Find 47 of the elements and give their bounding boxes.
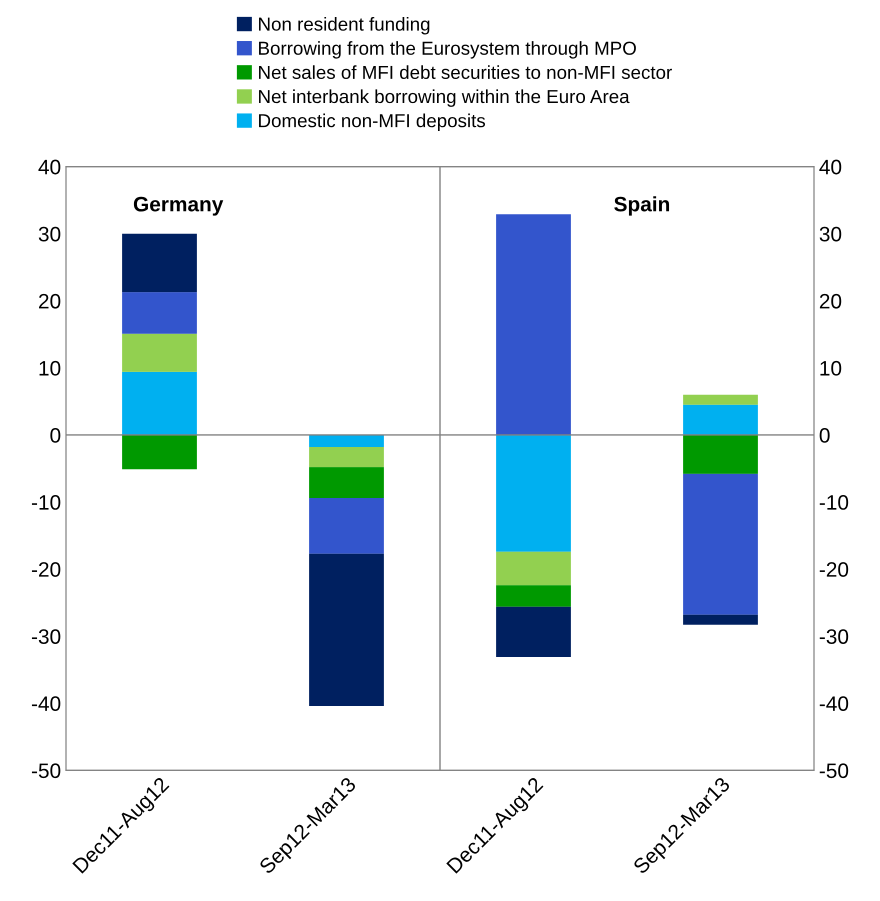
legend-label: Net sales of MFI debt securities to non-MFI sector [259, 65, 672, 80]
bar [122, 372, 197, 435]
bar [309, 434, 384, 448]
y2-tick-label: 20 [820, 294, 842, 309]
annotation: Spain [614, 196, 670, 216]
bar [683, 404, 758, 435]
bar [683, 614, 758, 625]
bar [683, 434, 758, 474]
bar [309, 498, 384, 554]
y2-tick-label: 0 [820, 428, 830, 443]
y2-tick-label: -50 [820, 763, 848, 778]
bar [683, 474, 758, 615]
y-tick-label: 20 [39, 294, 60, 309]
bar [683, 394, 758, 405]
y2-tick-label: -20 [820, 562, 848, 577]
y-tick-label: 10 [40, 360, 60, 376]
y2-tick-label: 10 [820, 360, 842, 376]
y-tick-label: 0 [50, 428, 60, 443]
y2-tick-label: -40 [820, 696, 848, 712]
bar [122, 292, 197, 334]
y-tick-label: -10 [32, 495, 60, 510]
y2-tick-label: -10 [820, 495, 848, 510]
bar [122, 334, 197, 372]
y-tick-label: 40 [38, 160, 60, 174]
legend-label: Borrowing from the Eurosystem through MPO [259, 41, 636, 59]
legend-label: Domestic non-MFI deposits [259, 114, 486, 132]
bar [309, 554, 384, 706]
legend-label: Net interbank borrowing within the Euro Area [259, 89, 630, 107]
annotation: Germany [134, 196, 224, 216]
y2-tick-label: 30 [820, 226, 842, 242]
bar [496, 434, 571, 552]
legend-label: Non resident funding [259, 16, 430, 34]
y-tick-label: -50 [32, 763, 60, 778]
bar [309, 467, 384, 498]
y2-tick-label: -30 [820, 629, 848, 644]
bar [122, 434, 197, 470]
bar [496, 214, 571, 435]
bar [496, 585, 571, 607]
y-tick-label: -20 [32, 562, 60, 577]
y-tick-label: -40 [32, 696, 60, 712]
y-tick-label: -30 [32, 629, 60, 644]
y2-tick-label: 40 [819, 160, 842, 174]
bar [496, 606, 571, 657]
bar [496, 552, 571, 586]
bar [122, 234, 197, 292]
y-tick-label: 30 [38, 226, 60, 242]
bar [309, 447, 384, 468]
